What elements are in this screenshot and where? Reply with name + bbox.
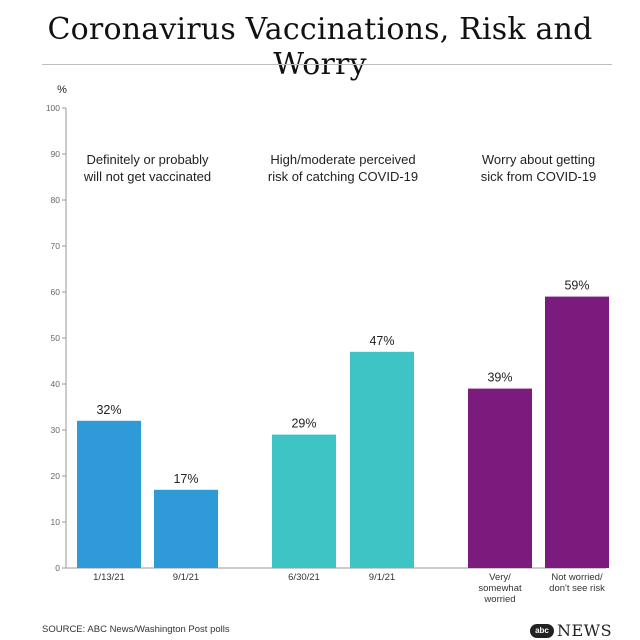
y-tick-label: 90	[51, 149, 61, 159]
bar	[468, 388, 532, 568]
bar-value-label: 32%	[96, 403, 121, 417]
group-label: High/moderate perceived	[270, 152, 415, 167]
bar	[545, 296, 609, 568]
x-category-label: 1/13/21	[93, 572, 125, 583]
bar-value-label: 39%	[487, 371, 512, 385]
bar-value-label: 59%	[564, 279, 589, 293]
x-category-label: don't see risk	[549, 583, 605, 594]
bar-value-label: 47%	[369, 334, 394, 348]
x-category-label: Very/	[489, 572, 511, 583]
bar	[350, 351, 414, 568]
bar-value-label: 29%	[291, 417, 316, 431]
source-note: SOURCE: ABC News/Washington Post polls	[42, 624, 230, 635]
abc-news-logo: abc NEWS	[530, 621, 612, 640]
y-tick-label: 40	[51, 379, 61, 389]
x-category-label: 9/1/21	[173, 572, 199, 583]
bar	[77, 420, 141, 568]
y-tick-label: 0	[55, 563, 60, 573]
bar-value-label: 17%	[173, 472, 198, 486]
y-tick-label: 20	[51, 471, 61, 481]
news-logo-text: NEWS	[557, 621, 613, 640]
x-category-label: somewhat	[478, 583, 522, 594]
group-label: risk of catching COVID-19	[268, 169, 418, 184]
y-tick-label: 100	[46, 103, 60, 113]
group-label: Worry about getting	[482, 152, 595, 167]
y-tick-label: 10	[51, 517, 61, 527]
bar	[272, 434, 336, 568]
group-label: will not get vaccinated	[83, 169, 211, 184]
abc-logo-mark: abc	[530, 623, 554, 638]
y-axis-unit-label: %	[57, 84, 67, 96]
group-label: sick from COVID-19	[481, 169, 597, 184]
y-tick-label: 30	[51, 425, 61, 435]
y-tick-label: 70	[51, 241, 61, 251]
x-category-label: 9/1/21	[369, 572, 395, 583]
x-category-label: 6/30/21	[288, 572, 320, 583]
y-tick-label: 50	[51, 333, 61, 343]
x-category-label: Not worried/	[551, 572, 603, 583]
x-category-label: worried	[483, 594, 515, 605]
y-tick-label: 60	[51, 287, 61, 297]
y-tick-label: 80	[51, 195, 61, 205]
bar	[154, 489, 218, 568]
group-label: Definitely or probably	[86, 152, 209, 167]
title-divider	[42, 64, 612, 65]
